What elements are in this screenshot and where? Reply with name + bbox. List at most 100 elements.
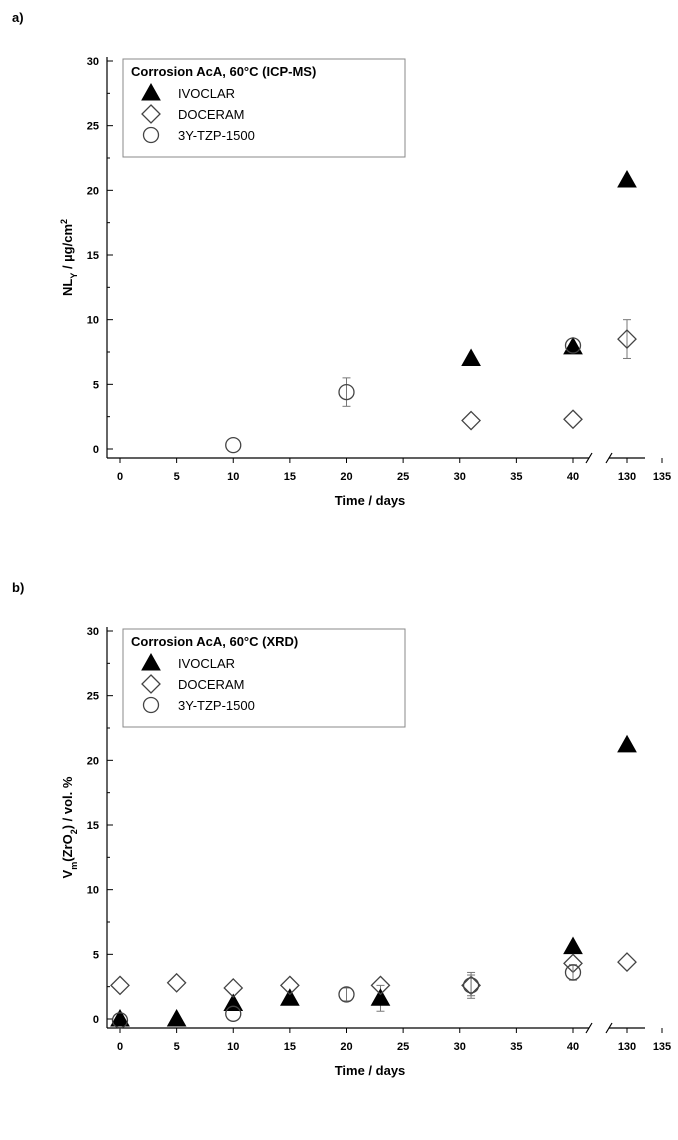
legend-box: [122, 58, 406, 158]
data-point: [617, 734, 637, 753]
y-axis-label-part: (ZrO: [60, 834, 75, 861]
y-tick-label: 20: [87, 755, 99, 767]
data-point: [111, 1012, 129, 1029]
y-axis-label-part: V: [60, 869, 75, 878]
x-tick-label: 10: [227, 471, 239, 483]
x-tick-label: 20: [340, 1041, 352, 1053]
data-point: [166, 1008, 187, 1027]
data-point: [617, 952, 637, 973]
data-point: [563, 409, 583, 430]
x-tick-label: 35: [510, 1041, 522, 1053]
y-axis-label: Vm(ZrO2) / vol. %: [60, 776, 79, 878]
x-tick-label: 5: [174, 1041, 180, 1053]
chart-a-svg: 0 5 10 15 20 25 30 0 5 10 15 20 25 30 35 40 130 135 Time /…: [59, 56, 671, 508]
x-tick-label: 130: [618, 1041, 636, 1053]
chart-b-svg: 0 5 10 15 20 25 30 0 5 10 15 20 25 30 35 40 130 135 Time /…: [60, 626, 671, 1078]
x-axis-label: Time / days: [335, 493, 406, 508]
data-point: [617, 169, 637, 188]
panel-label-b: b): [12, 580, 25, 595]
y-tick-label: 10: [87, 315, 99, 327]
x-tick-label: 5: [174, 471, 180, 483]
x-tick-label: 40: [567, 471, 579, 483]
data-point: [461, 410, 481, 431]
data-point: [166, 972, 187, 993]
legend-entry: DOCERAM: [178, 107, 244, 122]
x-tick-label: 15: [284, 1041, 296, 1053]
data-point: [617, 329, 637, 349]
data-point: [563, 336, 583, 355]
y-axis-label-part: ) / vol. %: [60, 776, 75, 829]
x-tick-label: 35: [510, 471, 522, 483]
legend-entry: 3Y-TZP-1500: [178, 128, 255, 143]
legend-marker: [142, 126, 160, 144]
y-axis-label-part: m: [69, 862, 79, 870]
legend-title: Corrosion AcA, 60°C (XRD): [131, 634, 298, 649]
x-tick-label: 30: [454, 1041, 466, 1053]
x-tick-label: 135: [653, 1041, 671, 1053]
y-axis-label: NLY / µg/cm2: [59, 219, 79, 296]
panel-label-a: a): [12, 10, 24, 25]
chart-panel-a: a) 0 5 10 15 20 25 30 0 5 10 15 20 25 30 35 40 130 135 Tim…: [0, 0, 678, 560]
data-point: [462, 977, 480, 994]
x-tick-label: 10: [227, 1041, 239, 1053]
legend-marker: [141, 674, 161, 694]
data-point: [563, 936, 583, 955]
legend-marker: [141, 104, 161, 124]
legend-entry: 3Y-TZP-1500: [178, 698, 255, 713]
x-tick-label: 40: [567, 1041, 579, 1053]
data-point: [280, 988, 300, 1006]
axis-break-mark: [585, 1022, 593, 1034]
y-tick-label: 25: [87, 121, 99, 133]
data-point: [370, 988, 391, 1006]
y-tick-label: 0: [93, 444, 99, 456]
y-tick-label: 20: [87, 185, 99, 197]
axis-break-mark: [585, 452, 593, 464]
data-point: [223, 978, 244, 998]
y-axis-label-part: Y: [69, 273, 79, 279]
data-point: [370, 975, 391, 996]
legend-title: Corrosion AcA, 60°C (ICP-MS): [131, 64, 316, 79]
x-axis-label: Time / days: [335, 1063, 406, 1078]
x-tick-label: 20: [340, 471, 352, 483]
axis-break-mark: [605, 1022, 613, 1034]
chart-panel-b: b) 0 5 10 15 20 25 30 0 5 10 15 20 25 30 35 40 130 135 Tim…: [0, 570, 678, 1130]
y-axis-label-part: / µg/cm: [60, 224, 75, 273]
legend-marker: [141, 82, 161, 101]
y-tick-label: 30: [87, 56, 99, 68]
y-axis-label-part: NL: [60, 279, 75, 296]
y-tick-label: 15: [87, 820, 99, 832]
x-tick-label: 0: [117, 471, 123, 483]
legend-marker: [141, 652, 161, 671]
data-point: [223, 993, 244, 1011]
axis-break-mark: [605, 452, 613, 464]
x-tick-label: 30: [454, 471, 466, 483]
x-tick-label: 25: [397, 471, 409, 483]
y-tick-label: 5: [93, 379, 99, 391]
x-tick-label: 15: [284, 471, 296, 483]
x-tick-label: 25: [397, 1041, 409, 1053]
data-point: [225, 1005, 242, 1022]
y-axis-label-part: 2: [59, 219, 69, 224]
legend-entry: IVOCLAR: [178, 656, 235, 671]
data-point: [338, 986, 355, 1003]
y-tick-label: 10: [87, 885, 99, 897]
data-point: [110, 1008, 130, 1027]
y-axis-label-part: 2: [69, 829, 79, 834]
data-point: [461, 348, 481, 366]
x-tick-label: 130: [618, 471, 636, 483]
data-point: [110, 975, 130, 996]
legend-entry: DOCERAM: [178, 677, 244, 692]
x-tick-label: 0: [117, 1041, 123, 1053]
y-tick-label: 25: [87, 691, 99, 703]
data-point: [564, 337, 582, 354]
y-tick-label: 30: [87, 626, 99, 638]
legend-box: [122, 628, 406, 728]
legend-marker: [142, 696, 160, 714]
data-point: [564, 964, 582, 981]
x-tick-label: 135: [653, 471, 671, 483]
y-tick-label: 5: [93, 949, 99, 961]
data-point: [279, 975, 300, 996]
y-tick-label: 0: [93, 1014, 99, 1026]
y-tick-label: 15: [87, 250, 99, 262]
legend-entry: IVOCLAR: [178, 86, 235, 101]
